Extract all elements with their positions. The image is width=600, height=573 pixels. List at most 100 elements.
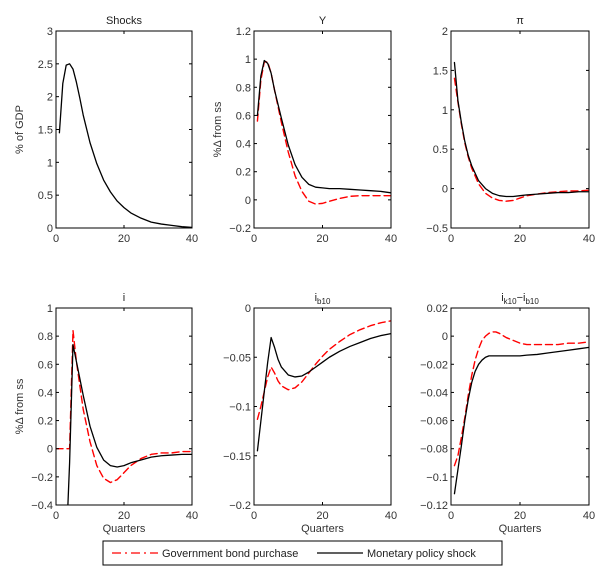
title-main: i [123, 292, 125, 304]
x-tick-label: 0 [448, 510, 454, 522]
panel-3: −0.4 −0.2 0 0.2 0.4 0.6 0.8 1 0 20 40 i %Δ from ss Qu… [14, 292, 198, 535]
x-tick-label: 40 [583, 510, 595, 522]
x-tick-label: 0 [251, 233, 257, 245]
y-tick-label: −0.12 [420, 500, 448, 512]
y-tick-label: 0.2 [236, 167, 251, 179]
y-tick-label: 0.4 [38, 387, 53, 399]
y-tick-label: 0 [442, 331, 448, 343]
legend-label-government-bond-purchase: Government bond purchase [162, 548, 298, 560]
y-tick-label: 0.5 [433, 144, 448, 156]
y-tick-label: −0.2 [229, 500, 251, 512]
title-main: Y [319, 15, 327, 27]
panel-title: i [123, 292, 125, 304]
y-tick-label: −0.06 [420, 416, 448, 428]
y-tick-label: 0 [245, 195, 251, 207]
y-tick-label: 0.02 [427, 303, 448, 315]
x-axis-label: Quarters [499, 523, 542, 535]
series-line-government-bond-purchase [453, 77, 589, 202]
y-tick-label: −0.4 [31, 500, 53, 512]
title-main: −i [517, 292, 526, 304]
y-tick-label: −0.1 [426, 472, 448, 484]
y-tick-label: −0.04 [420, 387, 448, 399]
series-line-monetary-policy-shock [256, 332, 391, 452]
y-tick-label: 1 [442, 105, 448, 117]
y-tick-label: 1.5 [433, 65, 448, 77]
y-tick-label: −0.08 [420, 444, 448, 456]
y-tick-label: 0.8 [236, 82, 251, 94]
y-tick-label: 0 [47, 223, 53, 235]
panel-title: Shocks [106, 15, 143, 27]
x-tick-label: 40 [385, 510, 397, 522]
y-tick-label: 1.5 [38, 125, 53, 137]
y-tick-label: 1 [245, 54, 251, 66]
y-tick-label: −0.5 [426, 223, 448, 235]
series-line-monetary-policy-shock [453, 346, 589, 495]
y-axis-label: % of GDP [14, 105, 26, 154]
y-tick-label: −0.02 [420, 359, 448, 371]
title-main: π [516, 15, 524, 27]
x-tick-label: 40 [186, 510, 198, 522]
y-tick-label: −0.1 [229, 402, 251, 414]
series-line-monetary-policy-shock [453, 61, 589, 198]
y-axis-label: %Δ from ss [212, 101, 224, 157]
x-tick-label: 40 [583, 233, 595, 245]
x-tick-label: 20 [316, 233, 328, 245]
y-tick-label: 0.6 [38, 359, 53, 371]
title-main: Shocks [106, 15, 143, 27]
x-tick-label: 0 [251, 510, 257, 522]
y-tick-label: 3 [47, 26, 53, 38]
y-tick-label: −0.05 [223, 352, 251, 364]
x-tick-label: 20 [118, 233, 130, 245]
y-axis-label: %Δ from ss [14, 378, 26, 434]
y-tick-label: 0 [442, 184, 448, 196]
series-line-monetary-policy-shock [67, 343, 192, 505]
panel-5: −0.12 −0.1 −0.08 −0.06 −0.04 −0.02 0 0.02 0 20 40 i… [420, 292, 595, 535]
panel-title: ib10 [315, 292, 331, 306]
y-tick-label: 2 [47, 92, 53, 104]
series-line-government-bond-purchase [256, 61, 391, 205]
y-tick-label: −0.2 [31, 472, 53, 484]
title-main: i [315, 292, 317, 304]
axes-frame [450, 307, 590, 506]
y-tick-label: 1 [47, 303, 53, 315]
legend-label-monetary-policy-shock: Monetary policy shock [367, 548, 476, 560]
y-tick-label: 0.6 [236, 110, 251, 122]
x-tick-label: 20 [118, 510, 130, 522]
x-tick-label: 20 [514, 510, 526, 522]
y-tick-label: 0.5 [38, 190, 53, 202]
axes-frame [55, 30, 193, 229]
y-tick-label: 2 [442, 26, 448, 38]
x-tick-label: 0 [53, 510, 59, 522]
y-tick-label: −0.15 [223, 451, 251, 463]
y-tick-label: 0.2 [38, 416, 53, 428]
title-main: i [501, 292, 503, 304]
x-tick-label: 40 [186, 233, 198, 245]
series-line-monetary-policy-shock [256, 59, 391, 194]
y-tick-label: 0.8 [38, 331, 53, 343]
x-tick-label: 20 [316, 510, 328, 522]
title-subscript: k10 [504, 297, 517, 306]
x-axis-label: Quarters [103, 523, 146, 535]
series-line-government-bond-purchase [256, 320, 391, 421]
panel-title: ik10−ib10 [501, 292, 539, 306]
y-tick-label: 0 [47, 444, 53, 456]
x-tick-label: 20 [514, 233, 526, 245]
panel-title: π [516, 15, 524, 27]
y-tick-label: 0 [245, 303, 251, 315]
x-tick-label: 0 [448, 233, 454, 245]
x-axis-label: Quarters [301, 523, 344, 535]
x-tick-label: 0 [53, 233, 59, 245]
axes-frame [253, 30, 392, 229]
y-tick-label: −0.2 [229, 223, 251, 235]
legend: Government bond purchase Monetary policy… [102, 540, 503, 566]
title-subscript: b10 [525, 297, 539, 306]
y-tick-label: 0.4 [236, 139, 251, 151]
axes-frame [55, 307, 193, 506]
series-line-monetary-policy-shock [58, 63, 192, 228]
x-tick-label: 40 [385, 233, 397, 245]
panel-title: Y [319, 15, 327, 27]
y-tick-label: 2.5 [38, 59, 53, 71]
legend-box [102, 540, 503, 566]
panel-4: −0.2 −0.15 −0.1 −0.05 0 0 20 40 ib10 Quarters [223, 292, 397, 535]
